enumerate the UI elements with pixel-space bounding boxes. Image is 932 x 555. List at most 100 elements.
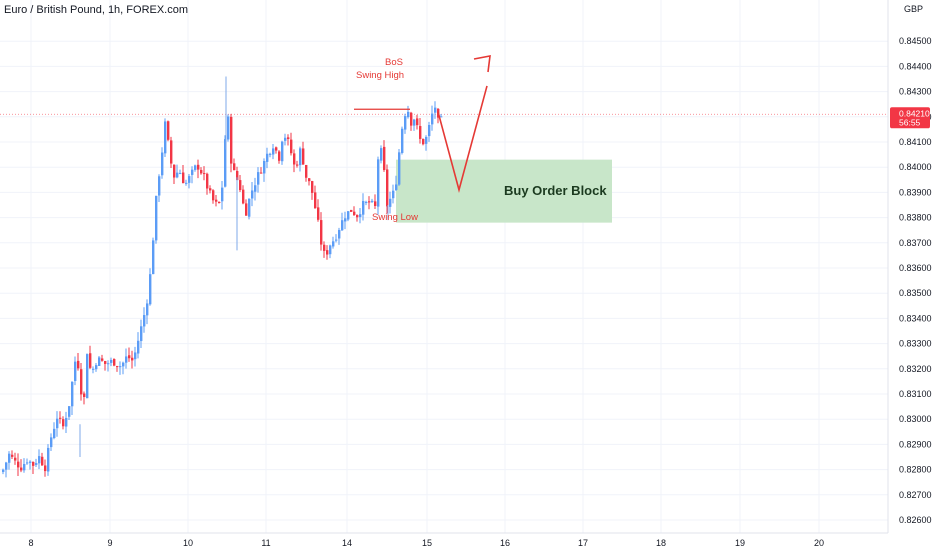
currency-label: GBP <box>904 4 923 14</box>
candle-body <box>434 107 437 113</box>
x-tick-label: 18 <box>656 538 666 548</box>
candle-body <box>194 165 197 170</box>
candle-body <box>248 198 251 217</box>
candle-body <box>14 457 17 461</box>
chart-title: Euro / British Pound, 1h, FOREX.com <box>4 4 188 16</box>
candle-body <box>83 393 86 397</box>
candle-body <box>236 170 239 181</box>
candle-body <box>233 163 236 171</box>
swing-high-label: Swing High <box>356 70 404 81</box>
candle-body <box>20 467 23 471</box>
candle-body <box>179 173 182 175</box>
candle-body <box>221 187 224 202</box>
candle-body <box>374 201 377 206</box>
candle-body <box>305 164 308 178</box>
y-tick-label: 0.84300 <box>899 87 932 97</box>
x-tick-label: 11 <box>261 538 270 548</box>
projection-arrowhead <box>473 55 491 73</box>
candle-body <box>125 356 128 363</box>
candle-body <box>161 152 164 176</box>
candle-body <box>320 220 323 245</box>
candle-body <box>428 124 431 137</box>
candle-body <box>107 363 110 365</box>
x-tick-label: 16 <box>500 538 510 548</box>
candle-body <box>116 366 119 368</box>
candle-body <box>284 137 287 141</box>
x-axis[interactable]: 8 9 10 11 14 15 16 17 18 19 20 <box>28 538 824 548</box>
y-tick-label: 0.84400 <box>899 61 932 71</box>
candle-body <box>299 148 302 166</box>
candle-body <box>146 303 149 316</box>
x-tick-label: 8 <box>28 538 33 548</box>
candle-body <box>362 201 365 215</box>
candle-body <box>149 274 152 305</box>
y-tick-label: 0.82600 <box>899 515 932 525</box>
candle-body <box>416 118 419 126</box>
candle-body <box>29 461 32 463</box>
candle-body <box>122 362 125 367</box>
candle-body <box>158 176 161 196</box>
candle-body <box>170 140 173 164</box>
candle-body <box>185 182 188 184</box>
y-tick-label: 0.83500 <box>899 288 932 298</box>
candle-body <box>251 190 254 199</box>
swing-low-label: Swing Low <box>372 212 418 223</box>
x-tick-label: 17 <box>578 538 588 548</box>
candle-body <box>359 214 362 218</box>
candle-body <box>413 119 416 126</box>
x-tick-label: 19 <box>735 538 745 548</box>
candle-body <box>134 352 137 360</box>
candle-body <box>47 447 50 472</box>
candle-body <box>35 463 38 465</box>
candle-body <box>269 153 272 155</box>
candle-body <box>347 211 350 220</box>
candle-body <box>182 172 185 184</box>
candle-body <box>353 211 356 215</box>
candle-body <box>5 462 8 470</box>
plot-area[interactable] <box>0 0 888 533</box>
y-tick-label: 0.84500 <box>899 36 932 46</box>
candle-body <box>239 180 242 191</box>
y-tick-label: 0.83800 <box>899 213 932 223</box>
candle-body <box>425 137 428 144</box>
candle-body <box>53 428 56 439</box>
candle-body <box>275 147 278 151</box>
candle-body <box>392 190 395 199</box>
candle-body <box>293 153 296 165</box>
candle-body <box>23 464 26 471</box>
candle-body <box>419 126 422 139</box>
x-tick-label: 10 <box>183 538 193 548</box>
y-tick-label: 0.83100 <box>899 389 932 399</box>
y-axis[interactable]: 0.845000.844000.843000.842000.841000.840… <box>899 36 932 525</box>
y-tick-label: 0.83900 <box>899 187 932 197</box>
candle-body <box>89 353 92 368</box>
candle-body <box>302 148 305 165</box>
candle-body <box>101 358 104 361</box>
candle-body <box>59 417 62 419</box>
candle-body <box>383 146 386 170</box>
order-block-zone <box>396 159 612 223</box>
candle-body <box>11 454 14 457</box>
candle-body <box>266 153 269 162</box>
candle-body <box>422 138 425 145</box>
candle-body <box>119 366 122 368</box>
candle-body <box>41 456 44 466</box>
candle-body <box>140 326 143 342</box>
candle-body <box>8 453 11 463</box>
candle-body <box>92 368 95 370</box>
candle-body <box>176 172 179 178</box>
y-tick-label: 0.83300 <box>899 339 932 349</box>
candle-body <box>206 173 209 189</box>
candle-body <box>80 369 83 395</box>
candle-body <box>2 469 5 472</box>
candle-body <box>254 185 257 192</box>
candle-body <box>17 461 20 468</box>
candle-body <box>68 406 71 417</box>
x-tick-label: 15 <box>422 538 432 548</box>
candle-body <box>38 456 41 464</box>
grid <box>0 0 888 533</box>
y-tick-label: 0.82700 <box>899 490 932 500</box>
candle-body <box>365 201 368 203</box>
order-block-label: Buy Order Block <box>504 183 607 198</box>
